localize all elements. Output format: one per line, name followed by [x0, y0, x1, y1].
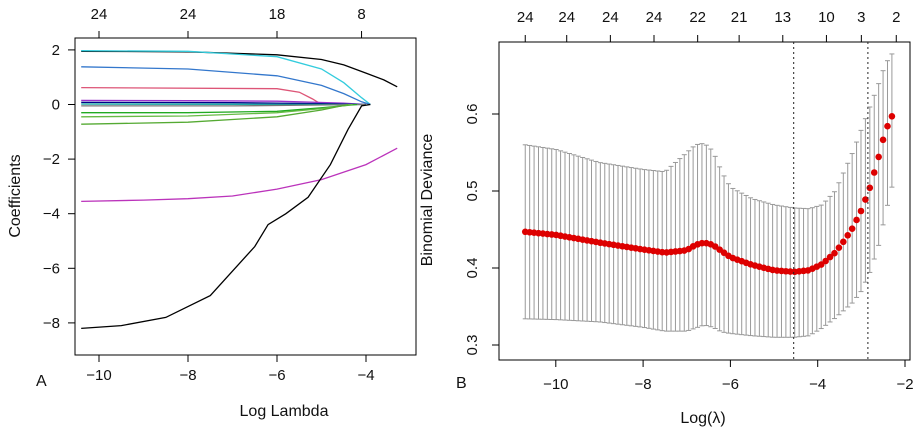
panel-b-x-tick-label: −10 [543, 376, 568, 393]
panel-b-x-tick-label: −8 [635, 376, 652, 393]
coefficient-path-coef-magenta [81, 147, 398, 203]
cv-mean-deviance-point [857, 207, 865, 215]
panel-b-top-tick-label: 24 [517, 9, 534, 26]
cv-mean-deviance-point [835, 244, 843, 251]
panel-b-top-tick-label: 22 [689, 9, 706, 26]
coefficient-path-coef-purple-small [81, 99, 367, 106]
panel-a-y-tick-label: 0 [52, 97, 60, 114]
cv-mean-deviance-point [826, 253, 834, 261]
panel-a-plot-frame [74, 37, 417, 356]
coefficient-path-coef-black-bottom [81, 103, 371, 330]
panel-b-x-axis-title: Log(λ) [680, 410, 725, 427]
panel-b-top-tick-label: 13 [774, 9, 791, 26]
panel-b-top-tick-label: 24 [602, 9, 619, 26]
panel-b-top-tick-label: 10 [818, 9, 835, 26]
coefficient-path-chart: −10 −8 −6 −4 2 0 −2 −4 −6 −8 24 24 18 8 Log Lambda Co… [7, 6, 417, 420]
coefficient-path-coef-gray [81, 103, 367, 107]
panel-a-x-tick-label: −8 [179, 367, 196, 384]
cv-mean-deviance-point [884, 122, 891, 130]
panel-b-x-tick-label: −4 [809, 376, 826, 393]
cv-mean-deviance-point [888, 113, 896, 120]
coefficient-path-coef-green-3 [81, 103, 349, 125]
panel-a-y-tick-label: −2 [43, 151, 60, 168]
panel-a-y-tick-label: 2 [52, 42, 60, 59]
panel-a-x-tick-label: −4 [357, 367, 374, 384]
panel-b-plot-frame [498, 41, 911, 361]
cv-mean-deviance-point [848, 225, 856, 232]
panel-b-top-tick-label: 24 [558, 9, 575, 26]
panel-a-x-tick-label: −6 [268, 367, 285, 384]
coefficient-path-coef-pink [81, 86, 322, 106]
panel-b-y-tick-label: 0.4 [464, 258, 481, 279]
panel-b-top-tick-label: 21 [731, 9, 748, 26]
cross-validation-deviance-chart: −10 −8 −6 −4 −2 0.3 0.4 0.5 0.6 24 24 24 24 22 21 13 10 3… [419, 9, 914, 427]
panel-a-top-tick-label: 8 [357, 6, 365, 23]
panel-a-axes-layer: −10 −8 −6 −4 2 0 −2 −4 −6 −8 24 24 18 8 [43, 6, 375, 384]
panel-b-y-tick-label: 0.6 [464, 104, 481, 125]
cv-mean-deviance-point [844, 231, 852, 239]
panel-b-top-tick-label: 24 [646, 9, 663, 26]
panel-a-x-axis-title: Log Lambda [240, 403, 329, 420]
cv-mean-deviance-point [831, 249, 838, 257]
coefficient-path-coef-black-top [81, 50, 398, 88]
cv-mean-deviance-point [817, 261, 825, 268]
cv-mean-deviance-point [853, 216, 860, 224]
cv-mean-deviance-point [875, 153, 882, 161]
panel-b-y-tick-label: 0.5 [464, 181, 481, 202]
panel-b-axes-layer: −10 −8 −6 −4 −2 0.3 0.4 0.5 0.6 24 24 24 24 22 21 13 10 3… [464, 9, 914, 393]
panel-a-y-axis-title: Coefficients [7, 154, 24, 237]
panel-a-top-tick-label: 24 [180, 6, 197, 23]
panel-a-y-tick-label: −4 [43, 206, 60, 223]
coefficient-path-coef-blue [81, 66, 371, 106]
cv-mean-deviance-point [866, 184, 874, 192]
panel-b-letter: B [456, 375, 467, 392]
panel-a-letter: A [36, 373, 47, 390]
cv-mean-deviance-point [870, 169, 878, 176]
panel-b-top-tick-label: 2 [892, 9, 900, 26]
panel-a-top-tick-label: 18 [269, 6, 286, 23]
panel-a-top-tick-label: 24 [91, 6, 108, 23]
panel-a-y-tick-label: −8 [43, 315, 60, 332]
panel-b-series-layer [521, 42, 896, 360]
panel-b-top-tick-label: 3 [857, 9, 865, 26]
panel-a-y-tick-label: −6 [43, 260, 60, 277]
panel-a-series-layer [81, 50, 398, 330]
panel-b-y-axis-title: Binomial Deviance [419, 134, 436, 267]
cv-mean-deviance-point [862, 196, 869, 203]
panel-b-x-tick-label: −2 [896, 376, 913, 393]
coefficient-path-coef-cyan [81, 50, 371, 106]
panel-b-x-tick-label: −6 [722, 376, 739, 393]
cv-mean-deviance-point [840, 238, 847, 246]
panel-a-x-tick-label: −10 [86, 367, 111, 384]
cv-mean-deviance-point [822, 257, 829, 265]
cv-mean-deviance-point [879, 136, 887, 144]
panel-b-y-tick-label: 0.3 [464, 335, 481, 356]
